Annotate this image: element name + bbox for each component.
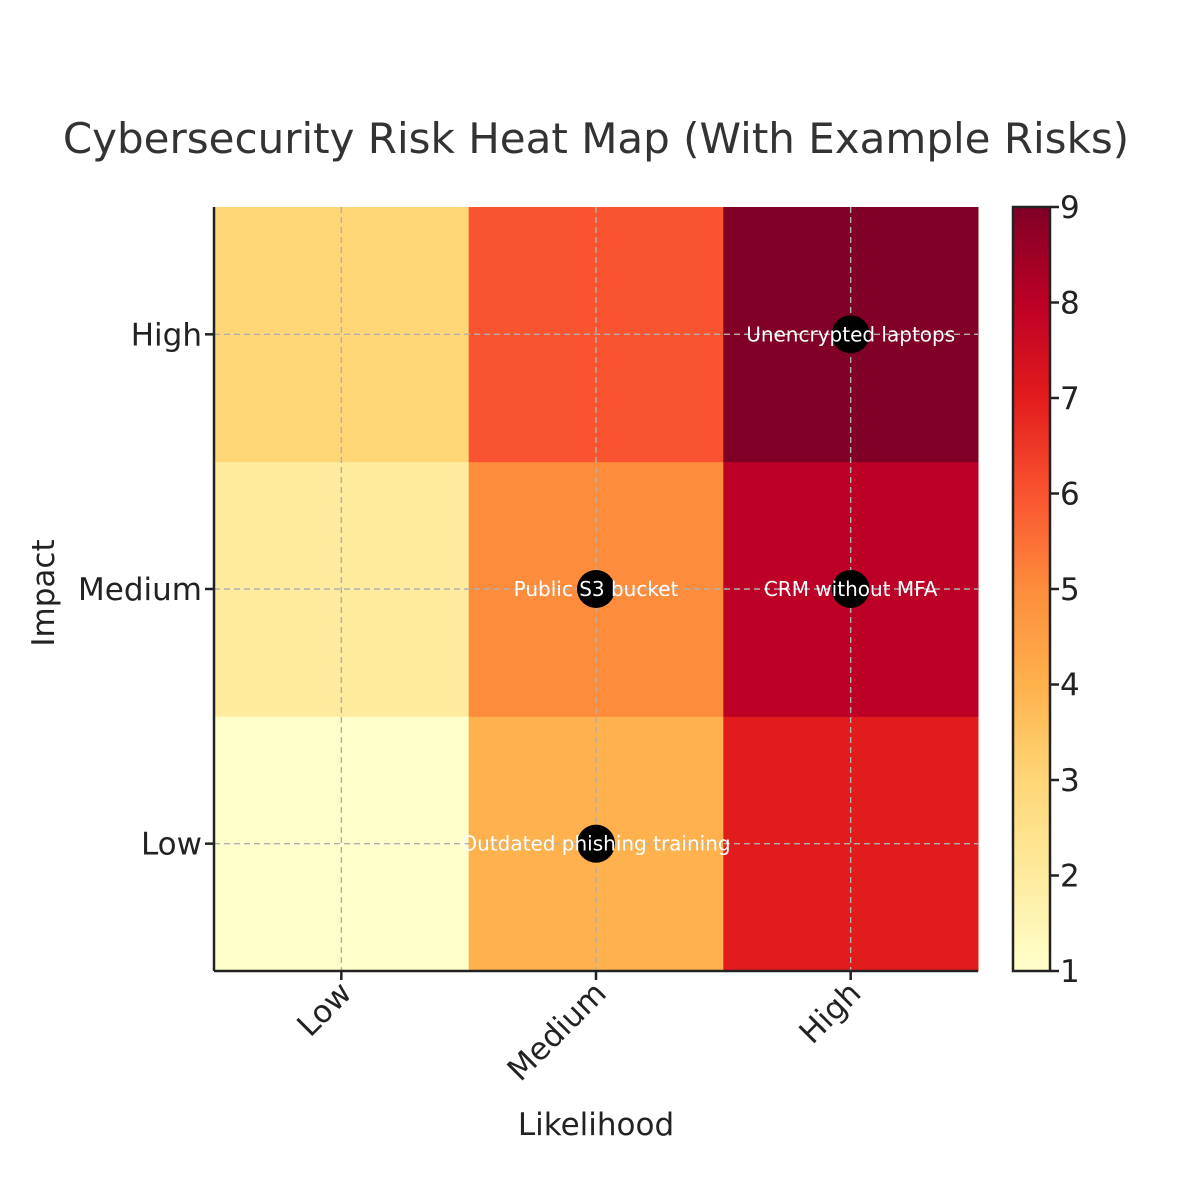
heatmap-cell-low-low xyxy=(214,716,470,972)
colorbar-tick-label: 6 xyxy=(1060,477,1080,513)
heatmap-cell-high-low xyxy=(214,207,470,463)
risk-point-marker xyxy=(577,824,615,863)
colorbar-tick-label: 3 xyxy=(1060,763,1080,799)
risk-point-label: Outdated phishing training xyxy=(461,832,730,856)
y-tick-label: High xyxy=(131,317,202,353)
y-axis-label: Impact xyxy=(26,539,62,646)
chart-title: Cybersecurity Risk Heat Map (With Exampl… xyxy=(63,114,1129,163)
colorbar-tick-label: 7 xyxy=(1060,381,1080,417)
colorbar-tick-label: 8 xyxy=(1060,286,1080,322)
colorbar-tick-label: 2 xyxy=(1060,859,1080,895)
x-tick-label: Low xyxy=(290,975,359,1044)
colorbar-tick-label: 4 xyxy=(1060,668,1080,704)
x-tick-label: Medium xyxy=(501,975,614,1088)
colorbar-tick-label: 1 xyxy=(1060,954,1080,990)
y-tick-label: Low xyxy=(141,827,202,863)
x-tick-label: High xyxy=(792,975,868,1051)
colorbar: 1 2 3 4 5 6 7 8 9 xyxy=(1011,190,1080,990)
colorbar-gradient xyxy=(1013,207,1050,971)
risk-point-marker xyxy=(831,315,870,354)
x-axis-label: Likelihood xyxy=(518,1107,674,1143)
risk-point-marker xyxy=(831,570,870,608)
risk-point-label: Public S3 bucket xyxy=(514,577,679,601)
risk-point-label: Unencrypted laptops xyxy=(746,322,955,346)
risk-points: Unencrypted laptops Public S3 bucket CRM w… xyxy=(461,315,955,863)
y-tick-label: Medium xyxy=(78,572,202,608)
heatmap-cell-low-high xyxy=(723,716,979,972)
risk-point-marker xyxy=(577,570,615,608)
risk-point-label: CRM without MFA xyxy=(764,577,938,601)
colorbar-tick-label: 5 xyxy=(1060,572,1080,608)
colorbar-tick-label: 9 xyxy=(1060,190,1080,226)
